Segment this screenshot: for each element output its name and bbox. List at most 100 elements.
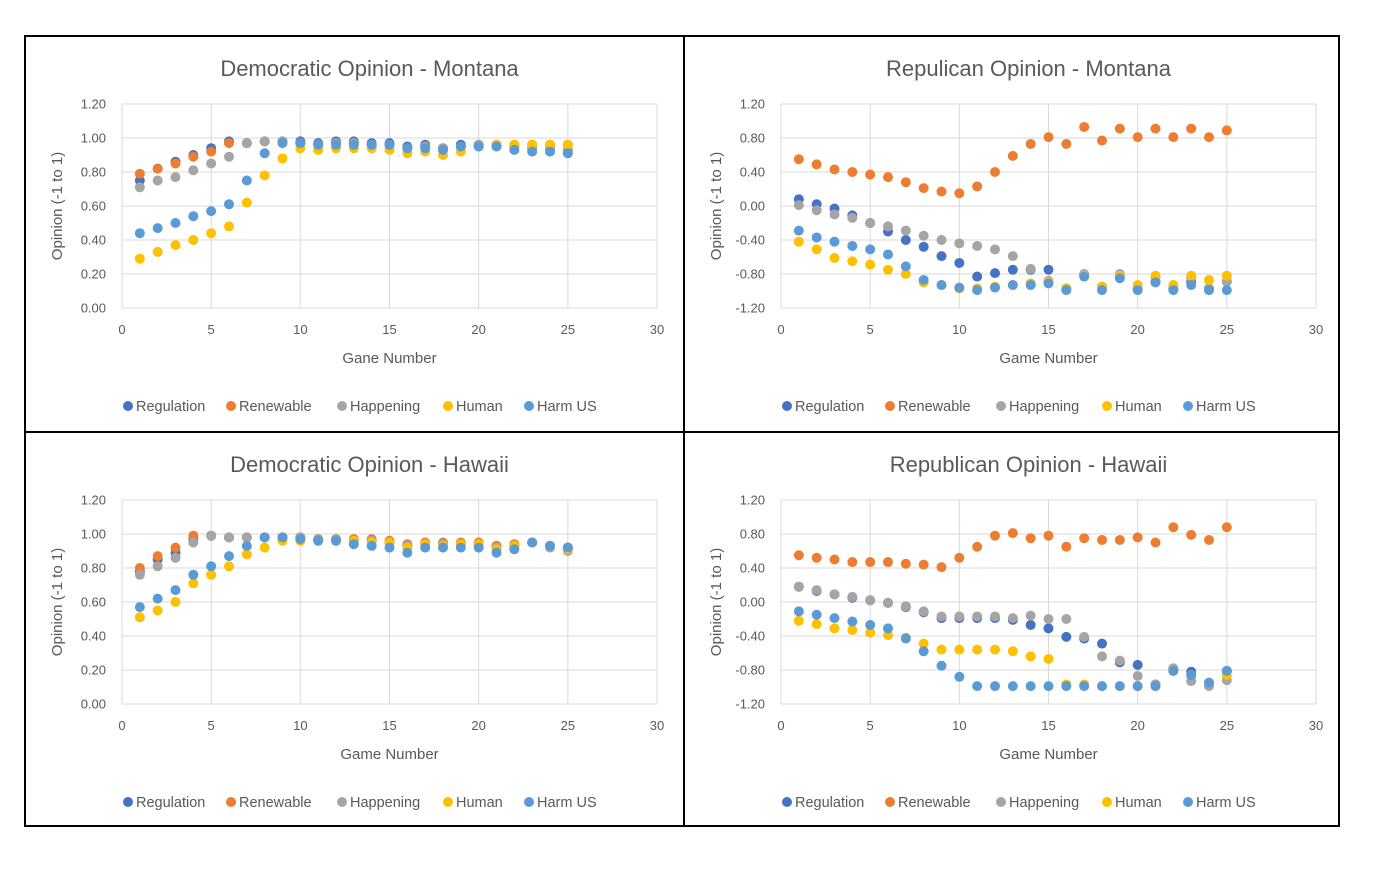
data-point-harm-us <box>455 542 466 553</box>
data-point-happening <box>170 552 181 563</box>
data-point-harm-us <box>241 175 252 186</box>
data-point-harm-us <box>1043 278 1054 289</box>
y-tick-label: 0.40 <box>740 165 765 180</box>
chart-title: Democratic Opinion - Hawaii <box>230 452 509 477</box>
data-point-renewable <box>206 146 217 157</box>
data-point-happening <box>206 530 217 541</box>
x-tick-label: 15 <box>382 718 396 733</box>
data-point-happening <box>1025 263 1036 274</box>
data-point-harm-us <box>990 681 1000 692</box>
x-tick-label: 20 <box>471 322 485 337</box>
data-point-harm-us <box>224 551 234 562</box>
data-point-harm-us <box>152 593 163 604</box>
data-point-human <box>811 619 822 630</box>
data-point-harm-us <box>847 240 858 251</box>
x-tick-label: 10 <box>293 322 307 337</box>
data-point-happening <box>134 182 145 193</box>
data-point-renewable <box>918 559 929 570</box>
data-point-harm-us <box>438 144 448 155</box>
data-point-renewable <box>1114 123 1125 134</box>
data-point-happening <box>883 221 893 232</box>
data-point-harm-us <box>900 261 911 272</box>
data-point-renewable <box>847 167 858 177</box>
x-tick-label: 15 <box>1041 322 1055 337</box>
data-point-harm-us <box>811 609 822 620</box>
data-point-harm-us <box>509 144 520 155</box>
data-point-regulation <box>1097 638 1107 649</box>
data-point-happening <box>1114 655 1125 666</box>
legend-marker-human <box>443 797 453 807</box>
y-axis-label: Opinion (-1 to 1) <box>708 548 725 656</box>
data-point-harm-us <box>366 139 377 150</box>
legend-marker-harm-us <box>524 401 534 411</box>
data-point-happening <box>134 569 145 580</box>
data-point-harm-us <box>420 542 431 553</box>
x-axis-label: Game Number <box>999 746 1097 763</box>
data-point-happening <box>865 218 876 228</box>
data-point-renewable <box>1061 138 1072 149</box>
x-tick-label: 10 <box>293 718 307 733</box>
legend-label-harm-us: Harm US <box>537 399 597 415</box>
data-point-harm-us <box>562 148 573 159</box>
data-point-harm-us <box>811 232 822 243</box>
data-point-renewable <box>918 183 929 194</box>
x-tick-label: 25 <box>561 322 575 337</box>
data-point-human <box>1204 274 1214 285</box>
data-point-happening <box>918 230 929 241</box>
data-point-harm-us <box>402 143 413 154</box>
data-point-harm-us <box>170 218 181 228</box>
data-point-renewable <box>829 164 840 175</box>
data-point-human <box>170 240 181 251</box>
x-tick-label: 5 <box>208 322 215 337</box>
data-point-harm-us <box>918 646 929 657</box>
y-tick-label: -0.40 <box>735 233 765 248</box>
data-point-harm-us <box>384 542 395 553</box>
x-tick-label: 10 <box>952 718 966 733</box>
data-point-human <box>259 170 270 181</box>
horizontal-divider <box>26 431 1338 433</box>
data-point-human <box>134 253 145 264</box>
data-point-human <box>277 153 288 164</box>
data-point-harm-us <box>348 539 359 550</box>
data-point-human <box>188 578 199 589</box>
legend-marker-renewable <box>885 401 895 411</box>
y-tick-label: -0.80 <box>735 267 765 282</box>
y-tick-label: 0.80 <box>740 527 765 542</box>
data-point-regulation <box>1043 623 1054 634</box>
data-point-regulation <box>954 257 965 268</box>
data-point-renewable <box>1043 530 1054 541</box>
data-point-happening <box>259 136 270 147</box>
legend-label-human: Human <box>1115 399 1162 415</box>
data-point-harm-us <box>152 223 163 234</box>
legend-label-harm-us: Harm US <box>1196 399 1256 415</box>
data-point-harm-us <box>990 282 1000 293</box>
data-point-human <box>224 561 234 572</box>
data-point-renewable <box>134 168 145 179</box>
data-point-renewable <box>1114 534 1125 545</box>
data-point-harm-us <box>1007 280 1018 291</box>
data-point-harm-us <box>331 139 341 150</box>
data-point-harm-us <box>1150 681 1161 692</box>
data-point-happening <box>865 595 876 606</box>
data-point-renewable <box>972 541 983 552</box>
data-point-regulation <box>900 235 911 245</box>
data-point-happening <box>1007 613 1018 624</box>
y-tick-label: 0.00 <box>740 595 765 610</box>
data-point-happening <box>847 591 858 602</box>
data-point-harm-us <box>1168 665 1179 676</box>
data-point-harm-us <box>491 547 502 558</box>
y-tick-label: 1.00 <box>81 527 106 542</box>
data-point-human <box>1221 270 1232 281</box>
data-point-harm-us <box>1186 670 1197 681</box>
data-point-harm-us <box>313 139 324 150</box>
data-point-human <box>883 264 893 275</box>
x-tick-label: 20 <box>1130 322 1144 337</box>
data-point-harm-us <box>847 616 858 627</box>
data-point-human <box>152 605 163 616</box>
chart-svg: Repulican Opinion - Montana -1.20 -0.80 -0.… <box>708 56 1323 415</box>
data-point-harm-us <box>438 542 448 553</box>
data-point-harm-us <box>331 535 341 546</box>
data-point-human <box>1186 270 1197 281</box>
data-point-harm-us <box>420 143 431 154</box>
data-point-human <box>793 615 804 626</box>
